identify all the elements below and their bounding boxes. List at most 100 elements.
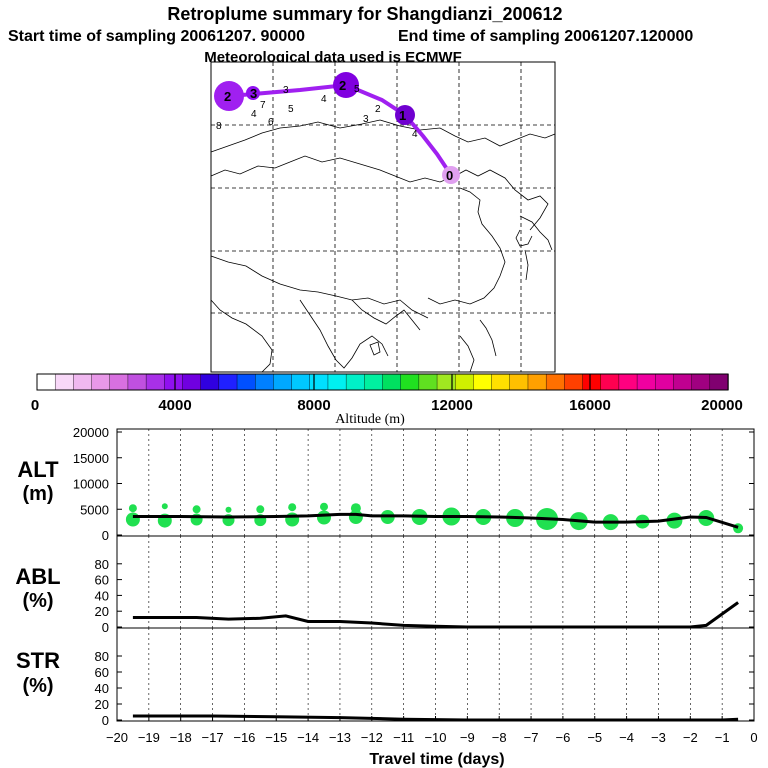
alt-point-15 [350, 503, 361, 514]
colorbar-cell-25 [491, 373, 511, 391]
alt-point-9 [256, 505, 265, 514]
traj-minor-label-2b: 2 [375, 104, 381, 115]
abl-ylabel-line1: ABL [15, 564, 60, 589]
traj-minor-label-8: 8 [216, 121, 222, 132]
colorbar-major-separators [174, 374, 591, 390]
ytick-label-2-40: 40 [95, 681, 109, 696]
cbar-tick-20000: 20000 [701, 397, 743, 414]
colorbar-cell-0 [36, 373, 56, 391]
traj-label-1: 1 [399, 108, 406, 123]
xtick-label--9: −9 [460, 730, 475, 745]
trajectory-point-4 [214, 81, 244, 111]
colorbar-cell-32 [618, 373, 638, 391]
series-line-1 [132, 601, 739, 629]
ytick-label-0-0: 0 [102, 528, 109, 543]
altitude-colorbar: 0 4000 8000 12000 16000 20000 Altitude (… [31, 373, 743, 427]
xtick-label--11: −11 [393, 730, 414, 745]
abl-ylabel-line2: (%) [22, 590, 53, 612]
ytick-label-2-60: 60 [95, 665, 109, 680]
colorbar-cell-15 [309, 373, 329, 391]
alt-point-12 [317, 510, 331, 525]
colorbar-cells [36, 373, 729, 391]
cbar-tick-4000: 4000 [158, 397, 191, 414]
alt-ylabel-line1: ALT [17, 457, 59, 482]
xtick-label-0: 0 [750, 730, 757, 745]
ytick-label-0-5000: 5000 [80, 502, 109, 517]
xtick-label--15: −15 [265, 730, 287, 745]
ytick-label-1-0: 0 [102, 620, 109, 635]
alt-panel: ALT (m) 0 5000 10000 15000 20000 [17, 425, 755, 543]
travel-time-axis: −20 −19 −18 −17 −16 −15 −14 −13 −12 −11 −10 −9 −8 −7−… [106, 716, 758, 745]
colorbar-cell-16 [327, 373, 347, 391]
xtick-label--6: −6 [555, 730, 570, 745]
trajectory-path [229, 82, 453, 177]
colorbar-cell-14 [291, 373, 311, 391]
colorbar-frame [36, 373, 729, 391]
xtick-label--14: −14 [297, 730, 319, 745]
traj-minor-label-5b: 5 [354, 84, 360, 95]
ytick-label-2-0: 0 [102, 713, 109, 728]
xtick-label--17: −17 [202, 730, 224, 745]
xtick-label--5: −5 [587, 730, 602, 745]
traj-minor-label-3b: 3 [283, 85, 289, 96]
ytick-label-0-20000: 20000 [73, 425, 109, 440]
colorbar-cell-21 [418, 373, 438, 391]
traj-minor-label-7: 7 [260, 100, 266, 111]
ytick-label-1-40: 40 [95, 588, 109, 603]
str-ylabel-line1: STR [16, 648, 60, 673]
xtick-label--4: −4 [619, 730, 634, 745]
cbar-tick-12000: 12000 [431, 397, 473, 414]
traj-label-3: 3 [250, 86, 257, 101]
alt-point-5 [192, 505, 201, 514]
xtick-label--2: −2 [683, 730, 698, 745]
colorbar-cell-18 [364, 373, 384, 391]
colorbar-cell-9 [200, 373, 220, 391]
ytick-label-2-80: 80 [95, 649, 109, 664]
xtick-label--8: −8 [492, 730, 507, 745]
ytick-label-2-20: 20 [95, 697, 109, 712]
map-frame [210, 61, 556, 373]
trajectory-points [214, 72, 460, 184]
cbar-tick-16000: 16000 [569, 397, 611, 414]
figure-title: Retroplume summary for Shangdianzi_20061… [167, 4, 562, 24]
traj-label-2: 2 [339, 78, 346, 93]
xtick-label--16: −16 [233, 730, 255, 745]
colorbar-cell-2 [73, 373, 93, 391]
xtick-label--7: −7 [524, 730, 539, 745]
colorbar-cell-24 [473, 373, 493, 391]
colorbar-cell-1 [54, 373, 75, 391]
colorbar-cell-19 [382, 373, 402, 391]
trajectory-map: 0 1 2 3 2 3 4 5 6 7 4 8 3 2 5 4 [210, 61, 556, 373]
colorbar-cell-26 [509, 373, 529, 391]
xtick-label--1: −1 [715, 730, 730, 745]
traj-minor-label-4b: 4 [251, 109, 257, 120]
end-time-label: End time of sampling 20061207.120000 [398, 28, 693, 45]
colorbar-cell-7 [164, 373, 184, 391]
xtick-label--19: −19 [138, 730, 160, 745]
colorbar-cell-11 [236, 373, 256, 391]
cbar-tick-8000: 8000 [297, 397, 330, 414]
colorbar-cell-10 [218, 373, 238, 391]
trajectory-point-3 [246, 86, 260, 100]
ytick-label-1-20: 20 [95, 604, 109, 619]
alt-point-1 [128, 504, 137, 513]
colorbar-cell-6 [145, 373, 165, 391]
xtick-label--12: −12 [361, 730, 383, 745]
colorbar-cell-36 [691, 373, 711, 391]
colorbar-cell-37 [709, 373, 729, 391]
ytick-label-1-60: 60 [95, 573, 109, 588]
colorbar-cell-33 [636, 373, 656, 391]
trajectory-point-1 [395, 105, 415, 125]
colorbar-cell-13 [273, 373, 293, 391]
colorbar-cell-4 [109, 373, 129, 391]
colorbar-cell-22 [436, 373, 456, 391]
traj-label-0: 0 [446, 168, 453, 183]
colorbar-cell-17 [345, 373, 366, 391]
colorbar-cell-23 [455, 373, 475, 391]
colorbar-cell-20 [400, 373, 420, 391]
colorbar-cell-30 [582, 373, 602, 391]
alt-point-13 [320, 502, 328, 511]
alt-point-7 [225, 506, 232, 513]
